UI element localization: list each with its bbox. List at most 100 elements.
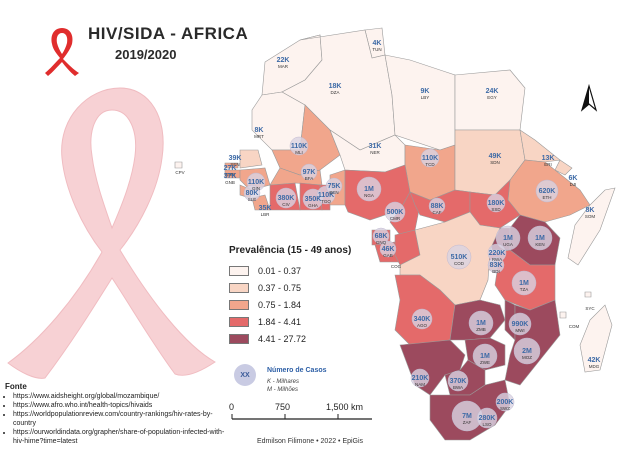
cases-label-gha: 350K: [305, 196, 322, 203]
country-code-sen: SEN: [230, 162, 239, 167]
cases-label-ssd: 180K: [488, 200, 505, 207]
cases-label-caf: 88K: [431, 203, 444, 210]
cases-bubble-tcd: [420, 148, 440, 168]
source-title: Fonte: [5, 382, 27, 391]
cases-bubble-tza: [511, 270, 537, 296]
cases-label-gnq: 68K: [375, 233, 388, 240]
cases-label-bdi: 83K: [490, 262, 503, 269]
cases-label-tgo: 110K: [318, 192, 334, 199]
country-code-sle: SLE: [248, 197, 257, 202]
country-code-lso: LSO: [482, 422, 492, 427]
country-som[interactable]: [567, 187, 616, 266]
cases-bubble-cmr: [384, 201, 406, 223]
cases-label-mdg: 42K: [588, 357, 601, 364]
cases-bubble-ken: [527, 225, 553, 251]
cases-label-ago: 340K: [414, 316, 431, 323]
cases-label-dji: 6K: [569, 175, 578, 182]
cases-bubble-zmb: [468, 310, 494, 336]
country-egy[interactable]: [454, 69, 526, 131]
author-credit: Edmilson Filimone • 2022 • EpiGis: [257, 438, 364, 445]
country-syc[interactable]: [584, 291, 592, 298]
source-link[interactable]: https://worldpopulationreview.com/countr…: [13, 410, 230, 428]
cases-legend-title: Número de Casos: [267, 367, 327, 374]
cases-label-nga: 1M: [364, 186, 374, 193]
cases-bubble-sle: [243, 184, 261, 202]
source-link[interactable]: https://www.afro.who.int/health-topics/h…: [13, 401, 230, 410]
cases-label-nam: 210K: [412, 375, 429, 382]
country-cpv[interactable]: [174, 161, 183, 169]
legend-title: Prevalência (15 - 49 anos): [229, 245, 352, 256]
country-code-bdi: BDI: [492, 269, 500, 274]
cases-label-bfa: 97K: [303, 169, 316, 176]
map-title: HIV/SIDA - AFRICA: [88, 24, 249, 43]
country-code-ssd: SSD: [491, 207, 501, 212]
cases-bubble-nga: [356, 176, 382, 202]
scale-labels: 0 750 1,500 km: [228, 402, 368, 424]
country-code-cog: COG: [391, 264, 402, 269]
source-link[interactable]: https://www.aidsheight.org/global/mozamb…: [13, 392, 230, 401]
cases-label-zmb: 1M: [476, 320, 486, 327]
country-code-cod: COD: [454, 261, 465, 266]
country-code-gnb: GNB: [225, 180, 235, 185]
cases-label-eri: 13K: [542, 155, 555, 162]
cases-label-zaf: 7M: [462, 413, 472, 420]
country-code-eth: ETH: [543, 195, 552, 200]
legend-label: 1.84 - 4.41: [258, 316, 302, 327]
legend-label: 0.37 - 0.75: [258, 282, 302, 293]
source-link[interactable]: https://ourworldindata.org/grapher/share…: [13, 428, 230, 446]
country-sen[interactable]: [239, 149, 263, 169]
country-code-bfa: BFA: [305, 176, 314, 181]
awareness-ribbon-large: [7, 87, 216, 379]
cases-label-gmb: 27K: [224, 165, 237, 172]
country-code-som: SOM: [585, 214, 596, 219]
country-mdg[interactable]: [579, 304, 613, 373]
source-block: Fonte https://www.aidsheight.org/global/…: [5, 382, 230, 446]
cases-label-bwa: 370K: [450, 378, 467, 385]
cases-label-ken: 1M: [535, 235, 545, 242]
legend-row: 0.37 - 0.75: [229, 279, 404, 296]
country-code-bwa: BWA: [453, 385, 463, 390]
cases-bubble-bdi: [487, 256, 505, 274]
cases-bubble-gab: [379, 240, 397, 258]
cases-label-zwe: 1M: [480, 353, 490, 360]
country-code-zwe: ZWE: [480, 360, 490, 365]
cases-bubble-lso: [476, 407, 498, 429]
country-dji[interactable]: [554, 159, 573, 176]
country-code-tgo: TGO: [321, 199, 331, 204]
cases-label-moz: 2M: [522, 348, 532, 355]
country-code-gha: GHA: [308, 203, 318, 208]
cases-label-sen: 39K: [229, 155, 242, 162]
scale-label-750: 750: [275, 402, 291, 412]
legend-swatch: [229, 265, 249, 276]
country-code-gin: GIN: [252, 186, 260, 191]
legend-row: 4.41 - 27.72: [229, 330, 404, 347]
legend-swatch: [229, 282, 249, 293]
cases-label-ner: 31K: [369, 143, 382, 150]
country-com[interactable]: [559, 311, 567, 319]
country-code-zmb: ZMB: [476, 327, 486, 332]
country-code-nam: NAM: [415, 382, 425, 387]
country-code-zaf: ZAF: [463, 420, 472, 425]
country-code-gab: GAB: [383, 253, 393, 258]
cases-label-rwa: 220K: [489, 250, 506, 257]
cases-bubble-bwa: [447, 370, 469, 392]
ribbon-icon: [45, 28, 79, 76]
country-code-syc: SYC: [585, 306, 595, 311]
cases-label-tun: 4K: [373, 40, 382, 47]
scale-label-0: 0: [229, 402, 235, 412]
scale-bar: [231, 414, 372, 420]
country-gmb[interactable]: [224, 162, 239, 169]
country-code-mwi: MWI: [515, 328, 524, 333]
country-code-mdg: MDG: [589, 364, 600, 369]
country-eri[interactable]: [519, 129, 561, 163]
country-code-lbr: LBR: [261, 212, 271, 217]
map-subtitle: 2019/2020: [115, 47, 177, 62]
country-code-egy: EGY: [487, 95, 497, 100]
legend-row: 0.75 - 1.84: [229, 296, 404, 313]
cases-bubble-moz: [513, 337, 541, 365]
north-arrow-icon: [580, 83, 598, 112]
cases-label-mli: 110K: [291, 143, 307, 150]
country-code-dji: DJI: [570, 182, 577, 187]
cases-label-mar: 22K: [277, 57, 290, 64]
